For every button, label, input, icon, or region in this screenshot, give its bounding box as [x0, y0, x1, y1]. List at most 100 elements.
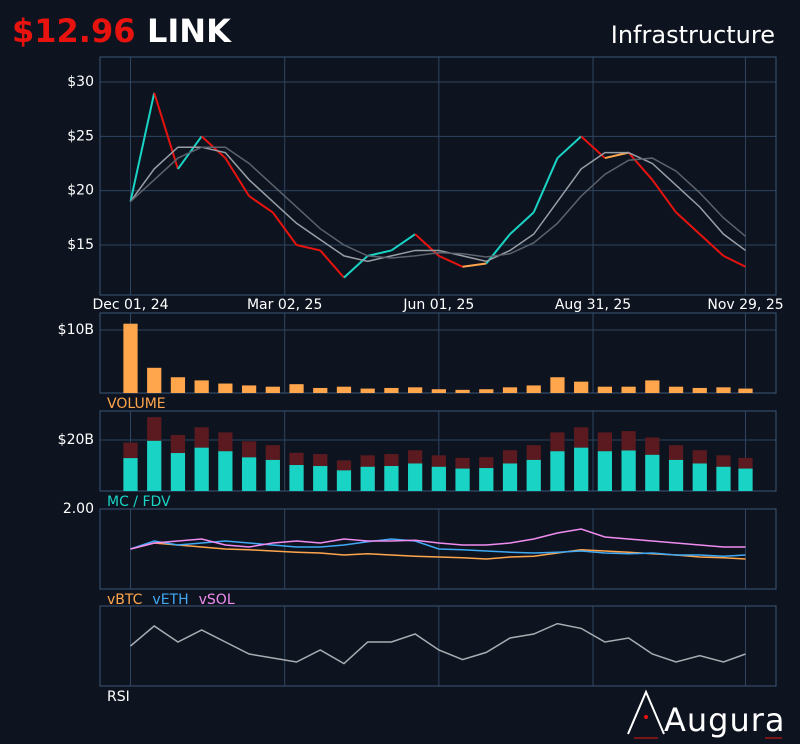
price-segment: [604, 151, 629, 160]
x-tick-label: Dec 01, 24: [92, 297, 168, 313]
price-segment: [556, 135, 582, 159]
price-segment: [224, 157, 250, 197]
line: [130, 622, 746, 665]
bar: [502, 463, 518, 491]
bar: [194, 447, 209, 491]
bar: [384, 387, 399, 393]
price-segment: [272, 211, 298, 246]
bar: [716, 466, 731, 491]
x-tick-label: Nov 29, 25: [707, 297, 783, 313]
legend-entry: vETH: [152, 592, 188, 608]
bar: [526, 385, 541, 393]
bar: [170, 453, 186, 491]
y-tick-label: $25: [67, 128, 94, 144]
price-segment: [153, 92, 179, 170]
bar: [550, 451, 565, 491]
bar: [668, 459, 684, 491]
x-tick-label: Jun 01, 25: [402, 297, 474, 313]
y-tick-label: $10B: [58, 322, 94, 338]
bar: [289, 465, 304, 491]
y-tick-label: $20B: [58, 432, 94, 448]
bar: [360, 388, 375, 393]
bar: [668, 386, 684, 393]
price-segment: [296, 244, 321, 252]
price-label: $12.96: [12, 12, 135, 50]
bar: [384, 466, 399, 491]
price-segment: [248, 195, 274, 214]
bar: [526, 459, 541, 491]
logo-mark: [627, 689, 665, 735]
y-tick-label: 2.00: [63, 501, 94, 517]
bar: [431, 466, 446, 491]
price-segment: [129, 92, 156, 202]
bar: [313, 387, 328, 393]
bar: [170, 377, 186, 393]
sector-label: Infrastructure: [611, 21, 775, 49]
price-segment: [414, 233, 440, 257]
y-tick-label: $20: [67, 183, 94, 199]
price-segment: [438, 254, 463, 268]
bar: [408, 387, 423, 393]
bar: [455, 468, 470, 491]
bar: [265, 459, 280, 491]
bar: [597, 386, 612, 393]
bar: [692, 387, 707, 393]
price-segment: [675, 211, 701, 235]
bar: [241, 385, 257, 393]
bar: [241, 457, 257, 491]
bar: [455, 389, 470, 393]
bar: [336, 470, 352, 491]
price-segment: [343, 255, 369, 279]
bar: [408, 463, 423, 491]
price-segment: [462, 262, 487, 268]
bar: [147, 440, 162, 491]
bar: [147, 367, 162, 393]
panel-frame: [99, 508, 777, 590]
bar: [218, 383, 233, 393]
bar: [313, 466, 328, 491]
bar: [738, 388, 753, 393]
bar: [550, 377, 565, 393]
bar: [431, 389, 446, 393]
line: [130, 528, 746, 550]
y-tick-label: $30: [67, 74, 94, 90]
bar: [336, 386, 352, 393]
bar: [502, 387, 518, 393]
logo: Augura: [627, 689, 785, 739]
panel-title: MC / FDV: [107, 494, 171, 510]
price-segment: [699, 233, 725, 257]
price-segment: [319, 249, 345, 279]
bar: [479, 468, 494, 491]
bar: [123, 458, 138, 491]
bar: [574, 447, 589, 491]
bar: [645, 454, 660, 491]
x-tick-label: Mar 02, 25: [247, 297, 322, 313]
price-segment: [723, 254, 746, 268]
bar: [360, 466, 375, 491]
panel-title: RSI: [107, 689, 130, 705]
bar: [479, 389, 494, 393]
legend-entry: vSOL: [199, 592, 235, 608]
bar: [597, 451, 612, 491]
bar: [621, 450, 636, 491]
bar: [289, 384, 304, 393]
symbol-label: LINK: [147, 12, 232, 50]
price-segment: [390, 233, 416, 252]
line: [129, 146, 746, 259]
legend-entry: vBTC: [107, 592, 143, 608]
bar: [621, 386, 636, 393]
logo-dot: [644, 715, 648, 719]
bar: [123, 323, 138, 393]
line: [129, 146, 746, 263]
price-segment: [509, 211, 535, 235]
bar: [218, 451, 233, 491]
price-segment: [485, 233, 511, 265]
bar: [692, 463, 707, 491]
price-segment: [532, 157, 559, 213]
bar: [194, 380, 209, 393]
bar: [738, 468, 753, 491]
y-tick-label: $15: [67, 237, 94, 253]
price-segment: [651, 179, 677, 213]
